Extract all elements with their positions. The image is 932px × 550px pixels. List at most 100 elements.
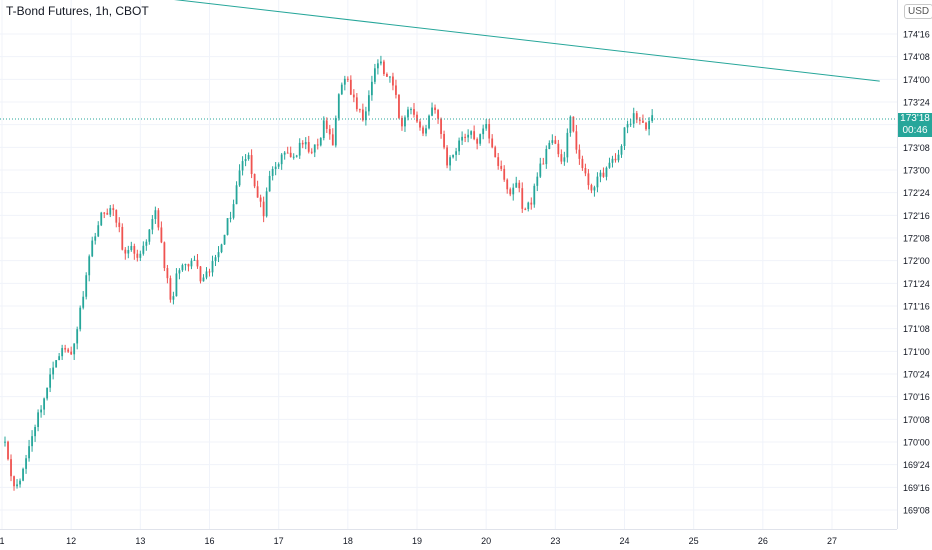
candle-body [491, 138, 494, 148]
candle-body [184, 264, 187, 266]
candle-body [645, 122, 647, 130]
candle-body [449, 157, 451, 166]
candle-body [431, 107, 433, 116]
time-tick-label: 18 [343, 536, 353, 546]
price-tick-label: 172'16 [903, 211, 930, 221]
candle-body [145, 241, 148, 246]
candle-body [196, 259, 199, 267]
candle-body [367, 95, 370, 112]
candle-body [112, 208, 115, 211]
price-tick-label: 172'08 [903, 234, 930, 244]
candle-body [70, 351, 73, 355]
candle-body [509, 189, 512, 195]
candle-body [482, 128, 485, 135]
candle-body [380, 61, 382, 64]
candle-body [28, 446, 30, 459]
candle-body [605, 167, 608, 177]
candle-body [497, 157, 500, 166]
candle-body [419, 121, 421, 128]
candle-body [235, 185, 238, 205]
candle-body [127, 250, 130, 254]
candle-body [521, 188, 524, 209]
candle-body [181, 265, 184, 271]
candle-body [124, 249, 127, 254]
price-tick-label: 174'00 [903, 75, 930, 85]
candle-body [566, 132, 569, 158]
candle-body [322, 120, 325, 139]
candle-body [434, 107, 436, 111]
candle-body [310, 151, 313, 153]
candle-body [106, 212, 109, 215]
candle-body [364, 111, 367, 121]
candle-body [208, 271, 211, 273]
candle-body [530, 202, 533, 205]
candle-body [253, 173, 256, 187]
candle-body [443, 133, 445, 148]
candle-body [223, 234, 226, 245]
candle-body [175, 273, 178, 297]
candle-body [642, 120, 644, 123]
candle-body [25, 458, 27, 469]
candle-body [602, 172, 605, 177]
time-tick-label: 20 [481, 536, 491, 546]
candle-body [241, 161, 244, 171]
candle-body [452, 154, 454, 158]
candle-body [304, 142, 307, 145]
candle-body [46, 387, 49, 399]
candle-body [416, 114, 418, 122]
candle-body [476, 139, 479, 144]
candle-body [37, 412, 39, 428]
candle-body [82, 296, 85, 308]
candle-body [440, 118, 442, 134]
currency-badge[interactable]: USD [904, 4, 932, 19]
candle-body [7, 441, 9, 460]
candle-body [121, 226, 124, 250]
price-tick-label: 171'16 [903, 302, 930, 312]
candle-body [10, 459, 12, 477]
candle-body [512, 187, 515, 195]
price-tick-label: 171'00 [903, 347, 930, 357]
price-tick-label: 173'00 [903, 166, 930, 176]
candle-body [539, 163, 542, 177]
candle-body [458, 140, 461, 152]
candle-body [370, 81, 373, 96]
time-axis[interactable]: 1 12 13 16 17 18 19 20 23 24 25 26 27 [0, 536, 837, 546]
candle-body [91, 240, 94, 257]
candle-body [355, 97, 358, 110]
price-tick-label: 169'16 [903, 483, 930, 493]
candle-body [31, 436, 33, 447]
price-axis[interactable]: 169'08 169'16 169'24 170'00 170'08 170'16 170'… [903, 30, 930, 516]
candle-body [199, 266, 202, 282]
candle-body [422, 127, 424, 134]
candle-body [334, 118, 337, 146]
candle-body [485, 124, 488, 129]
time-tick-label: 24 [619, 536, 629, 546]
candle-body [488, 124, 491, 139]
candle-body [277, 164, 280, 167]
candle-body [169, 278, 172, 300]
candle-body [268, 175, 271, 192]
candle-body [593, 187, 596, 191]
candle-body [503, 168, 506, 180]
candle-body [389, 76, 391, 78]
candle-body [527, 202, 530, 210]
candle-body [325, 120, 328, 129]
trendline[interactable] [2, 0, 880, 82]
candle-body [217, 252, 220, 258]
candle-body [648, 120, 650, 130]
candle-body [94, 236, 97, 241]
candle-body [608, 162, 611, 168]
candle-body [286, 152, 289, 154]
candle-body [130, 246, 133, 251]
price-tick-label: 170'24 [903, 370, 930, 380]
candle-body [343, 78, 346, 85]
candle-body [383, 61, 385, 74]
candle-body [638, 119, 641, 121]
candle-body [118, 222, 121, 227]
candle-body [349, 79, 352, 95]
candle-body [58, 356, 61, 361]
candle-body [611, 158, 614, 163]
candle-body [536, 176, 539, 186]
candle-body [407, 109, 409, 118]
